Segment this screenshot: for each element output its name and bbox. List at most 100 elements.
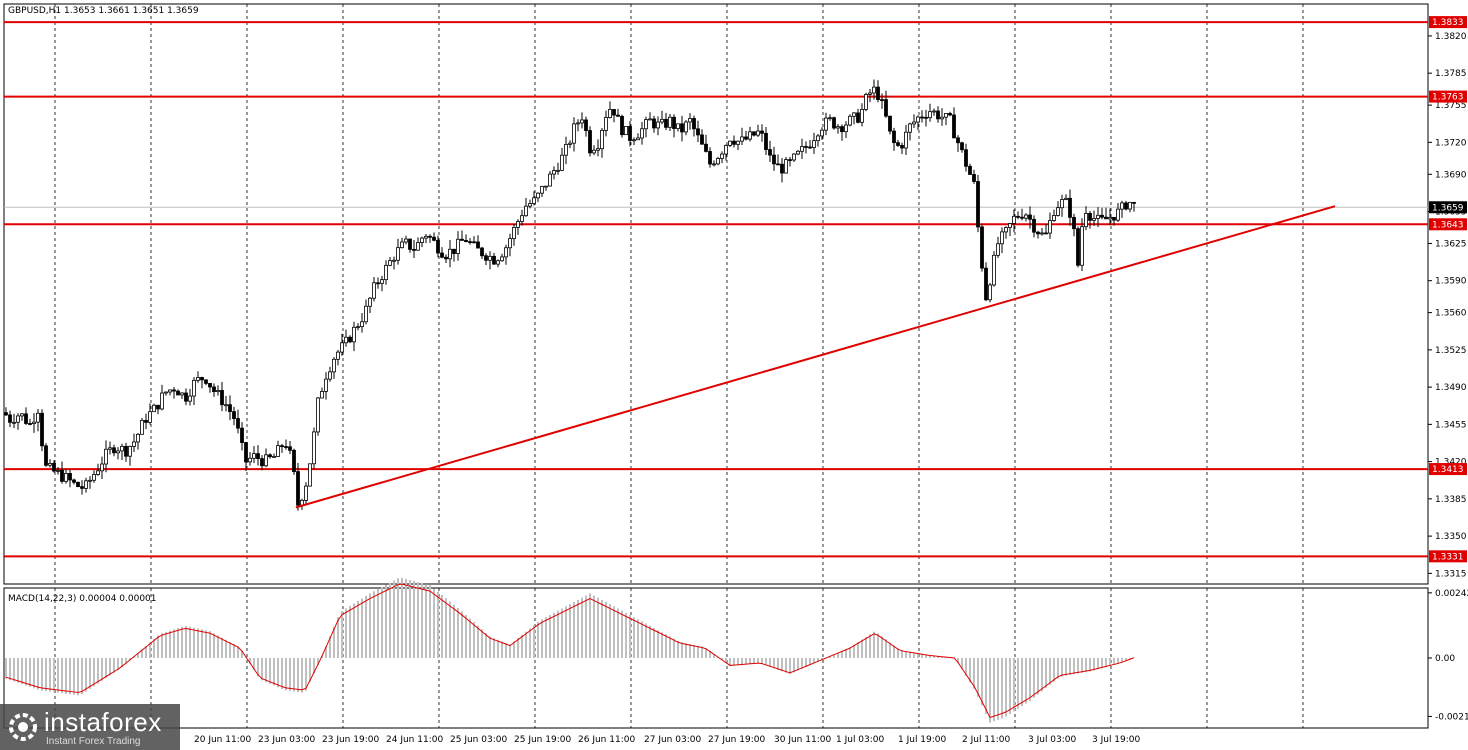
candle-body — [1012, 215, 1016, 224]
candle-body — [392, 259, 396, 262]
candle-body — [1072, 216, 1076, 230]
candle-body — [1128, 201, 1132, 210]
candle-body — [256, 453, 260, 460]
candle-body — [88, 479, 92, 482]
candle-body — [552, 170, 556, 175]
candle-body — [792, 153, 796, 161]
time-tick-label: 24 Jun 11:00 — [386, 735, 443, 745]
candle-body — [112, 447, 116, 454]
candle-body — [836, 126, 840, 129]
candle-body — [92, 474, 96, 481]
candle-body — [376, 282, 380, 285]
candle-body — [520, 215, 524, 222]
candle-body — [516, 221, 520, 228]
candle-body — [624, 126, 628, 136]
candle-body — [684, 121, 688, 133]
candle-body — [156, 404, 160, 410]
candle-body — [620, 115, 624, 136]
candle-body — [964, 149, 968, 167]
candle-body — [468, 241, 472, 244]
candle-body — [752, 131, 756, 136]
candle-body — [832, 117, 836, 129]
time-tick-label: 3 Jul 19:00 — [1092, 735, 1141, 745]
macd-header: MACD(14,22,3) 0.00004 0.00001 — [8, 594, 157, 604]
candle-body — [1008, 223, 1012, 228]
time-tick-label: 30 Jun 11:00 — [774, 735, 831, 745]
candle-body — [996, 243, 1000, 256]
candle-body — [916, 116, 920, 123]
candle-body — [496, 260, 500, 265]
candle-body — [424, 235, 428, 239]
candle-body — [844, 124, 848, 133]
time-tick-label: 20 Jun 11:00 — [194, 735, 251, 745]
candle-body — [304, 485, 308, 501]
candle-body — [512, 227, 516, 240]
candle-body — [748, 131, 752, 140]
candle-body — [252, 453, 256, 459]
candle-body — [116, 450, 120, 454]
candle-body — [80, 486, 84, 489]
candle-body — [600, 129, 604, 150]
candle-body — [460, 238, 464, 241]
macd-tick-label: 0.00 — [1435, 654, 1455, 664]
time-tick-label: 27 Jun 03:00 — [644, 735, 701, 745]
candle-body — [660, 118, 664, 123]
candle-body — [216, 390, 220, 393]
candle-body — [976, 181, 980, 228]
candle-body — [928, 111, 932, 119]
candle-body — [64, 473, 68, 482]
candle-body — [584, 119, 588, 131]
candle-body — [100, 463, 104, 472]
price-tick-label: 1.3315 — [1435, 569, 1467, 579]
candle-body — [184, 392, 188, 402]
candle-body — [224, 404, 228, 407]
candle-body — [324, 378, 328, 392]
candle-body — [364, 305, 368, 323]
candle-body — [212, 386, 216, 393]
candle-body — [328, 371, 332, 380]
candle-body — [668, 116, 672, 128]
candle-body — [780, 163, 784, 174]
candle-body — [1000, 231, 1004, 245]
candle-body — [908, 123, 912, 133]
price-tick-label: 1.3455 — [1435, 420, 1467, 430]
candle-body — [688, 118, 692, 123]
candle-body — [272, 456, 276, 458]
candle-body — [940, 116, 944, 120]
price-axis: 1.38201.37851.37551.37201.36901.36551.36… — [1428, 16, 1468, 722]
candle-body — [208, 383, 212, 388]
level-label: 1.3643 — [1432, 220, 1464, 230]
candle-body — [944, 113, 948, 118]
candle-body — [36, 412, 40, 423]
candle-body — [196, 377, 200, 381]
candle-body — [968, 165, 972, 175]
candle-body — [280, 445, 284, 448]
candle-body — [488, 255, 492, 261]
candle-body — [904, 131, 908, 149]
time-tick-label: 26 Jun 11:00 — [578, 735, 635, 745]
candle-body — [724, 145, 728, 155]
time-axis: 20 Jun 11:00 23 Jun 03:00 23 Jun 19:00 24 J… — [194, 735, 1141, 745]
level-label: 1.3763 — [1432, 93, 1464, 103]
candle-body — [480, 247, 484, 257]
candle-body — [776, 163, 780, 166]
candle-body — [852, 112, 856, 117]
macd-tick-label: 0.00242 — [1435, 589, 1468, 599]
candle-body — [48, 462, 52, 466]
candle-body — [284, 446, 288, 448]
candle-body — [664, 118, 668, 128]
candle-body — [532, 197, 536, 204]
candle-body — [676, 123, 680, 129]
candle-body — [1024, 214, 1028, 219]
candle-body — [900, 145, 904, 149]
candle-body — [936, 110, 940, 120]
candle-body — [180, 392, 184, 396]
candle-body — [636, 137, 640, 141]
candle-body — [396, 247, 400, 261]
candle-body — [828, 117, 832, 120]
candle-body — [696, 128, 700, 136]
price-tick-label: 1.3525 — [1435, 346, 1467, 356]
price-tick-label: 1.3755 — [1435, 101, 1467, 111]
candle-body — [680, 123, 684, 133]
candle-body — [72, 479, 76, 483]
